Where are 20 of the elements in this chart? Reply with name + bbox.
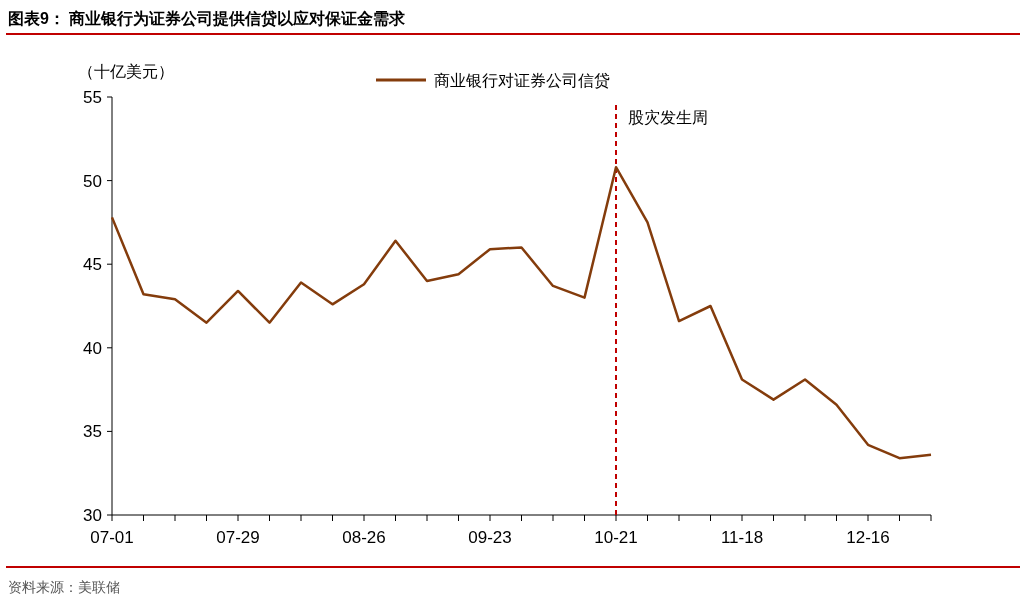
y-axis-title: （十亿美元） bbox=[78, 63, 174, 80]
y-tick-label: 30 bbox=[83, 506, 102, 525]
x-tick-label: 07-29 bbox=[216, 528, 260, 547]
y-tick-label: 55 bbox=[83, 88, 102, 107]
legend: 商业银行对证券公司信贷 bbox=[376, 72, 610, 89]
text: 资料来源：美联储 bbox=[8, 579, 120, 595]
x-tick-label: 07-01 bbox=[90, 528, 134, 547]
x-tick-label: 08-26 bbox=[342, 528, 386, 547]
x-tick-label: 10-21 bbox=[594, 528, 638, 547]
x-tick-label: 09-23 bbox=[468, 528, 512, 547]
ref-line-label: 股灾发生周 bbox=[628, 109, 708, 126]
chart-title: 图表9： 商业银行为证券公司提供信贷以应对保证金需求 bbox=[8, 9, 407, 28]
x-tick-label: 11-18 bbox=[720, 528, 764, 547]
y-tick-label: 50 bbox=[83, 171, 102, 191]
y-tick-label: 45 bbox=[83, 255, 102, 275]
legend-label: 商业银行对证券公司信贷 bbox=[434, 72, 610, 89]
x-tick-label: 12-16 bbox=[846, 528, 890, 547]
ref-line: 股灾发生周 bbox=[615, 104, 708, 516]
y-tick-label: 40 bbox=[83, 338, 102, 358]
y-tick-label: 35 bbox=[83, 422, 102, 442]
